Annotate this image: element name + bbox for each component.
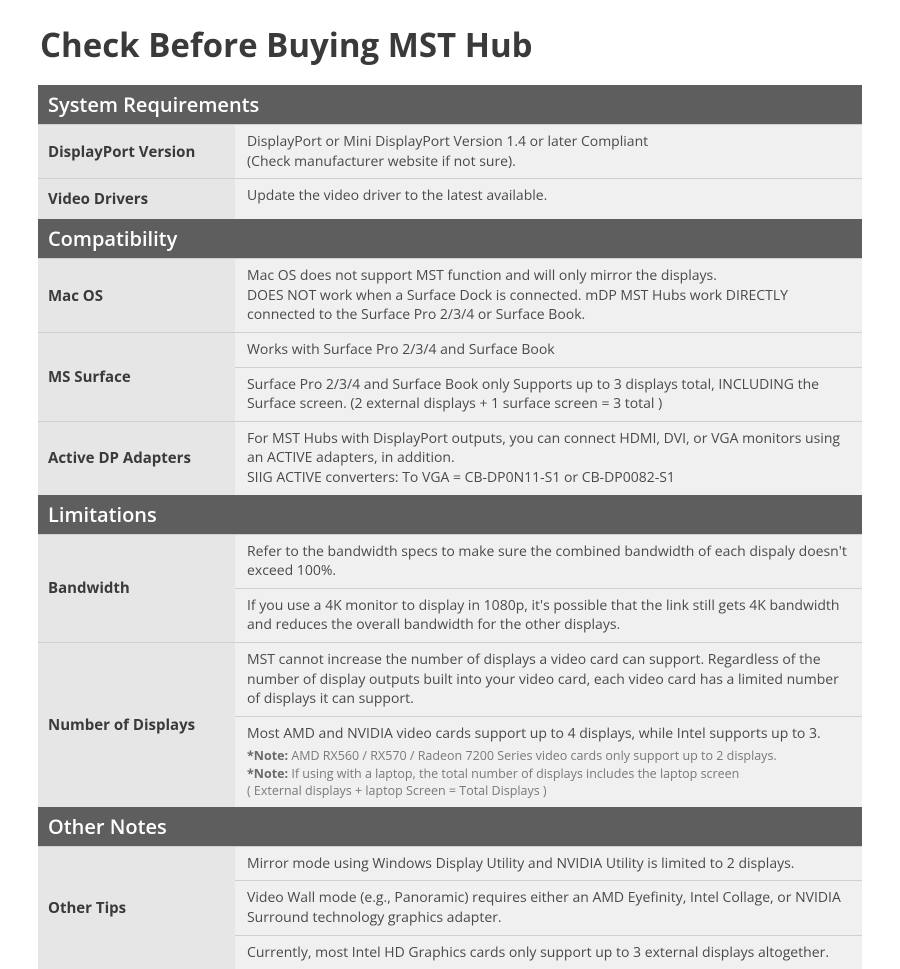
label-dp-version: DisplayPort Version [38,125,235,178]
value-num-displays-2: Most AMD and NVIDIA video cards support … [235,716,862,807]
note-label-2: *Note: [247,765,288,782]
label-video-drivers: Video Drivers [38,179,235,219]
value-active-dp: For MST Hubs with DisplayPort outputs, y… [235,422,862,495]
section-header-limits: Limitations [38,495,862,534]
note-block-1: *Note: AMD RX560 / RX570 / Radeon 7200 S… [247,747,850,800]
label-ms-surface: MS Surface [38,333,235,421]
value-dp-version: DisplayPort or Mini DisplayPort Version … [235,125,862,178]
value-video-drivers: Update the video driver to the latest av… [235,179,862,219]
value-tips-3: Currently, most Intel HD Graphics cards … [235,935,862,969]
value-ms-surface-2: Surface Pro 2/3/4 and Surface Book only … [235,367,862,421]
value-macos: Mac OS does not support MST function and… [235,259,862,332]
label-num-displays: Number of Displays [38,643,235,807]
value-num-displays-2-text: Most AMD and NVIDIA video cards support … [247,724,821,743]
row-ms-surface: MS Surface Works with Surface Pro 2/3/4 … [38,332,862,421]
value-bandwidth-1: Refer to the bandwidth specs to make sur… [235,535,862,588]
label-macos: Mac OS [38,259,235,332]
section-header-other: Other Notes [38,807,862,846]
value-tips-2: Video Wall mode (e.g., Panoramic) requir… [235,880,862,934]
note-text-2: If using with a laptop, the total number… [247,765,739,800]
row-video-drivers: Video Drivers Update the video driver to… [38,178,862,219]
row-active-dp: Active DP Adapters For MST Hubs with Dis… [38,421,862,495]
row-other-tips: Other Tips Mirror mode using Windows Dis… [38,846,862,969]
label-bandwidth: Bandwidth [38,535,235,642]
row-dp-version: DisplayPort Version DisplayPort or Mini … [38,124,862,178]
row-num-displays: Number of Displays MST cannot increase t… [38,642,862,807]
value-stack-ms-surface: Works with Surface Pro 2/3/4 and Surface… [235,333,862,421]
note-text-1: AMD RX560 / RX570 / Radeon 7200 Series v… [288,747,777,764]
row-bandwidth: Bandwidth Refer to the bandwidth specs t… [38,534,862,642]
value-ms-surface-1: Works with Surface Pro 2/3/4 and Surface… [235,333,862,367]
value-tips-1: Mirror mode using Windows Display Utilit… [235,847,862,881]
value-bandwidth-2: If you use a 4K monitor to display in 10… [235,588,862,642]
page-title: Check Before Buying MST Hub [40,22,862,67]
note-label-1: *Note: [247,747,288,764]
section-header-compat: Compatibility [38,219,862,258]
label-active-dp: Active DP Adapters [38,422,235,495]
value-stack-bandwidth: Refer to the bandwidth specs to make sur… [235,535,862,642]
value-stack-other-tips: Mirror mode using Windows Display Utilit… [235,847,862,969]
section-header-sysreq: System Requirements [38,85,862,124]
row-macos: Mac OS Mac OS does not support MST funct… [38,258,862,332]
value-num-displays-1: MST cannot increase the number of displa… [235,643,862,716]
label-other-tips: Other Tips [38,847,235,969]
value-stack-num-displays: MST cannot increase the number of displa… [235,643,862,807]
